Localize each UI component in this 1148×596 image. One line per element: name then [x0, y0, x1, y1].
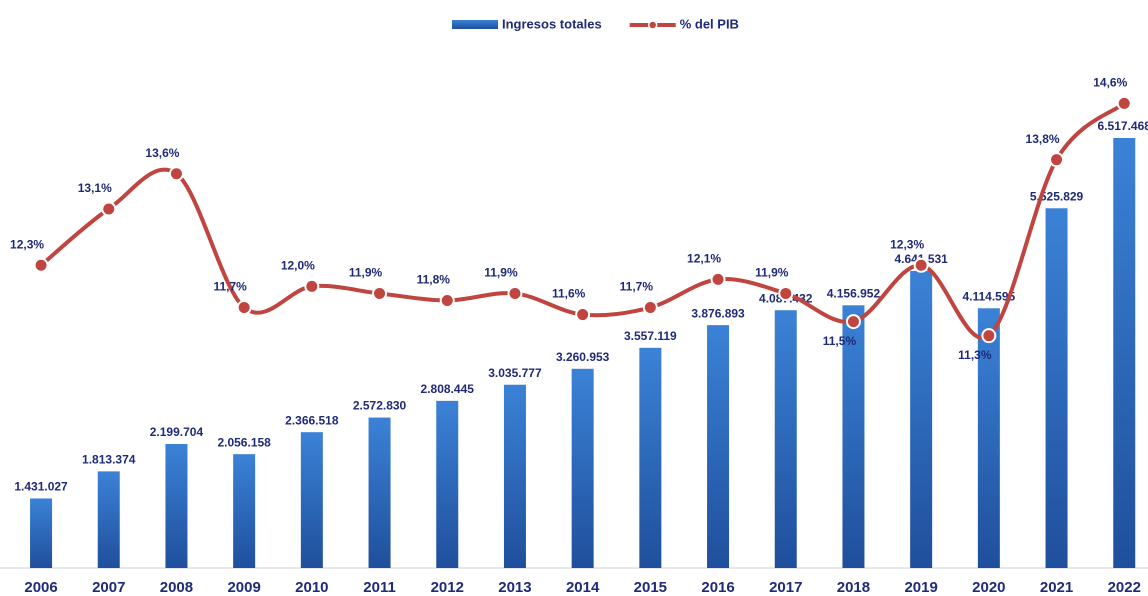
line-marker	[236, 300, 252, 316]
x-tick-label: 2015	[634, 579, 667, 596]
line-value-label: 11,9%	[755, 266, 789, 280]
line-value-label: 13,1%	[78, 181, 112, 195]
legend-swatch	[452, 20, 498, 29]
bar	[97, 471, 120, 568]
line-value-label: 11,9%	[484, 266, 518, 280]
line-marker	[1116, 95, 1132, 111]
bar-value-label: 2.572.830	[353, 399, 407, 413]
bar-value-label: 2.056.158	[217, 435, 271, 449]
line-value-label: 11,6%	[552, 287, 586, 301]
line-marker	[981, 328, 997, 344]
bar-value-label: 2.199.704	[150, 425, 204, 439]
line-value-label: 12,3%	[10, 237, 44, 251]
bar	[436, 400, 459, 568]
x-tick-label: 2020	[972, 579, 1005, 596]
legend-label: % del PIB	[680, 16, 739, 31]
bar-value-label: 6.517.468	[1098, 119, 1148, 133]
x-tick-label: 2010	[295, 579, 328, 596]
line-marker	[439, 292, 455, 308]
line-marker	[913, 257, 929, 273]
bar	[707, 325, 730, 568]
x-tick-label: 2008	[160, 579, 193, 596]
x-tick-label: 2011	[363, 579, 396, 596]
x-tick-label: 2006	[24, 579, 57, 596]
line-marker	[575, 307, 591, 323]
bar	[30, 498, 53, 568]
bar-value-label: 1.431.027	[14, 480, 68, 494]
line-value-label: 13,8%	[1026, 132, 1060, 146]
bar	[165, 443, 188, 568]
bar-value-label: 3.876.893	[691, 306, 745, 320]
bar	[503, 384, 526, 568]
line-value-label: 11,7%	[213, 280, 247, 294]
line-marker	[168, 166, 184, 182]
line-marker	[507, 285, 523, 301]
line-marker	[845, 314, 861, 330]
bar-value-label: 4.156.952	[827, 286, 881, 300]
bar	[910, 270, 933, 568]
bar-value-label: 2.808.445	[421, 382, 475, 396]
line-value-label: 13,6%	[145, 146, 179, 160]
bar-value-label: 3.557.119	[624, 329, 677, 343]
x-tick-label: 2019	[904, 579, 937, 596]
x-tick-label: 2012	[431, 579, 464, 596]
bar	[300, 432, 323, 568]
line-value-label: 12,3%	[890, 237, 924, 251]
line	[39, 101, 1126, 340]
bar	[977, 308, 1000, 568]
x-tick-label: 2009	[227, 579, 260, 596]
line-marker	[642, 300, 658, 316]
line-value-label: 11,5%	[823, 334, 857, 348]
line-value-label: 12,1%	[687, 252, 721, 266]
x-tick-label: 2014	[566, 579, 600, 596]
bar	[774, 310, 797, 568]
bar	[1045, 208, 1068, 568]
line-value-label: 11,3%	[958, 348, 992, 362]
bar-value-label: 2.366.518	[285, 413, 339, 427]
line-value-label: 11,7%	[620, 280, 654, 294]
bar-value-label: 4.114.595	[962, 289, 1015, 303]
bar	[368, 417, 391, 568]
bar	[571, 368, 594, 568]
bar-value-label: 3.260.953	[556, 350, 610, 364]
line-marker	[710, 271, 726, 287]
x-tick-label: 2022	[1108, 579, 1141, 596]
bar	[233, 454, 256, 568]
bar	[1113, 137, 1136, 569]
line-value-label: 11,9%	[349, 266, 383, 280]
x-tick-label: 2018	[837, 579, 870, 596]
bar	[639, 347, 662, 568]
bar-value-label: 3.035.777	[488, 366, 542, 380]
x-tick-label: 2021	[1040, 579, 1073, 596]
line-marker	[304, 278, 320, 294]
line-marker	[33, 257, 49, 273]
line-value-label: 11,8%	[417, 273, 451, 287]
line-marker	[778, 285, 794, 301]
line-marker	[1049, 152, 1065, 168]
legend-label: Ingresos totales	[502, 16, 602, 31]
x-tick-label: 2007	[92, 579, 125, 596]
bar	[842, 305, 865, 568]
legend-marker	[647, 20, 658, 30]
x-tick-label: 2016	[701, 579, 734, 596]
x-tick-label: 2017	[769, 579, 802, 596]
line-value-label: 12,0%	[281, 259, 315, 273]
x-tick-label: 2013	[498, 579, 531, 596]
line-marker	[372, 285, 388, 301]
bar-value-label: 1.813.374	[82, 453, 136, 467]
line-marker	[101, 201, 117, 217]
line-value-label: 14,6%	[1093, 76, 1127, 90]
